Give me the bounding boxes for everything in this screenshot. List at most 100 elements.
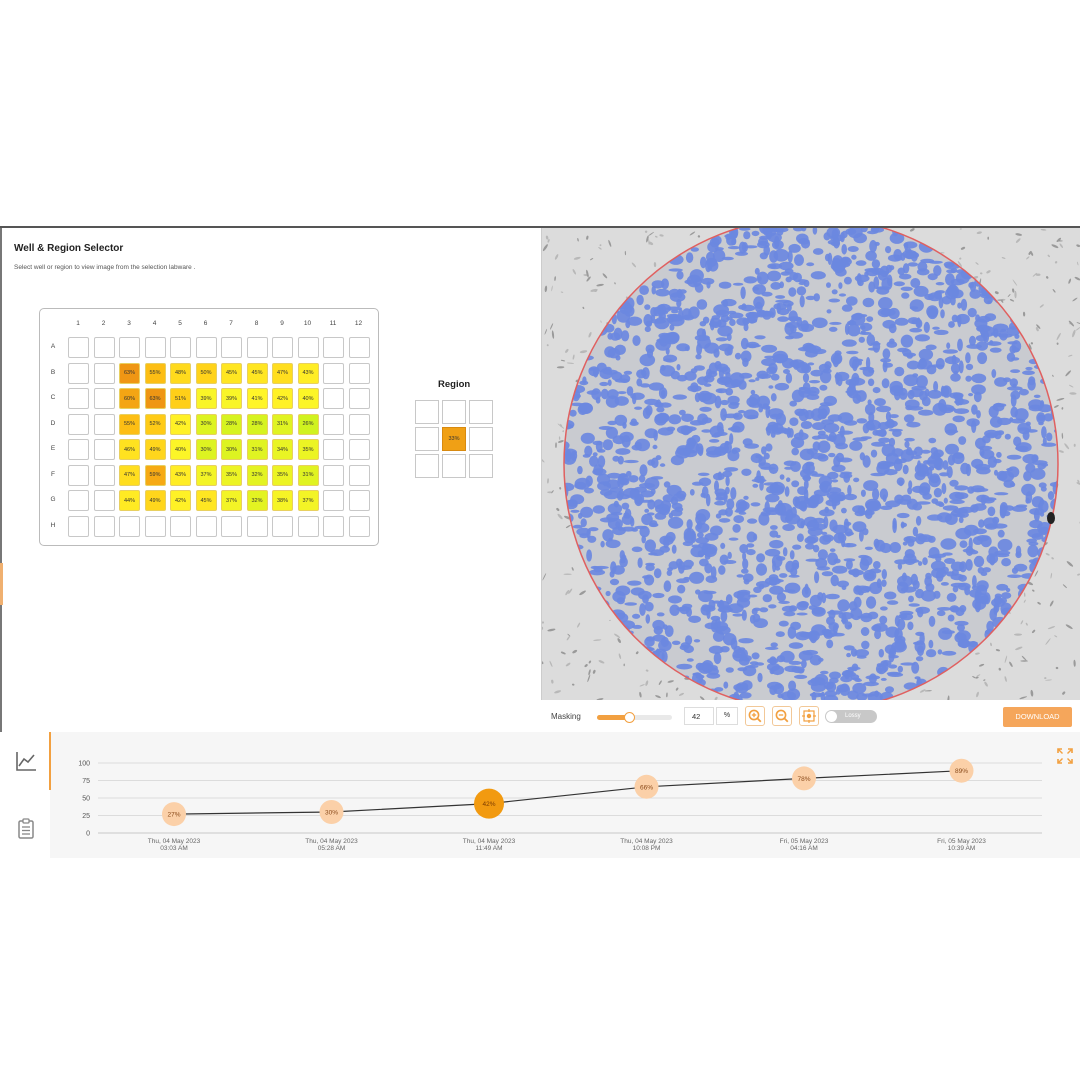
plate-well[interactable] <box>348 337 370 358</box>
plate-well[interactable]: 39% <box>221 388 242 409</box>
plate-well[interactable]: 63% <box>119 362 140 384</box>
plate-well[interactable]: 30% <box>195 413 217 435</box>
plate-well[interactable] <box>323 490 344 511</box>
plate-well[interactable]: 32% <box>246 490 268 511</box>
zoom-out-button[interactable] <box>772 706 792 726</box>
plate-well[interactable]: 31% <box>297 464 319 486</box>
region-cell[interactable] <box>469 400 493 424</box>
plate-well[interactable] <box>93 388 115 409</box>
plate-well[interactable] <box>323 515 344 537</box>
plate-well[interactable] <box>323 388 344 409</box>
plate-well[interactable]: 60% <box>119 388 140 409</box>
plate-well[interactable]: 39% <box>195 388 217 409</box>
plate-well[interactable] <box>323 439 344 460</box>
plate-well[interactable]: 42% <box>272 388 293 409</box>
plate-well[interactable]: 59% <box>144 464 166 486</box>
plate-well[interactable] <box>297 515 319 537</box>
region-cell-selected[interactable]: 33% <box>442 427 466 451</box>
plate-well[interactable] <box>348 515 370 537</box>
plate-well[interactable]: 45% <box>221 362 242 384</box>
left-edge-handle[interactable] <box>0 563 3 605</box>
region-cell[interactable] <box>469 454 493 478</box>
plate-well[interactable]: 28% <box>246 413 268 435</box>
plate-well[interactable] <box>68 515 89 537</box>
plate-well[interactable] <box>246 337 268 358</box>
plate-well[interactable] <box>221 515 242 537</box>
plate-well[interactable]: 38% <box>272 490 293 511</box>
plate-well[interactable] <box>170 515 191 537</box>
plate-well[interactable] <box>297 337 319 358</box>
plate-well[interactable] <box>323 337 344 358</box>
plate-well[interactable] <box>272 337 293 358</box>
plate-well[interactable]: 43% <box>170 464 191 486</box>
plate-well[interactable]: 55% <box>144 362 166 384</box>
region-cell[interactable] <box>415 400 439 424</box>
plate-well[interactable] <box>68 337 89 358</box>
plate-well[interactable]: 30% <box>221 439 242 460</box>
plate-well[interactable]: 51% <box>170 388 191 409</box>
plate-well[interactable] <box>323 464 344 486</box>
region-cell[interactable] <box>442 400 466 424</box>
region-cell[interactable] <box>415 454 439 478</box>
fit-to-screen-button[interactable] <box>799 706 819 726</box>
plate-well[interactable] <box>272 515 293 537</box>
plate-well[interactable]: 31% <box>272 413 293 435</box>
plate-well[interactable] <box>119 515 140 537</box>
plate-well[interactable]: 52% <box>144 413 166 435</box>
plate-well[interactable]: 47% <box>272 362 293 384</box>
plate-well[interactable]: 48% <box>170 362 191 384</box>
masking-value-input[interactable] <box>684 707 714 725</box>
plate-well[interactable] <box>119 337 140 358</box>
plate-well[interactable] <box>348 362 370 384</box>
plate-well[interactable]: 40% <box>297 388 319 409</box>
plate-well[interactable] <box>348 490 370 511</box>
plate-well[interactable]: 47% <box>119 464 140 486</box>
lossy-toggle[interactable]: Lossy <box>825 710 877 723</box>
plate-well[interactable] <box>68 439 89 460</box>
clipboard-icon[interactable] <box>14 816 38 840</box>
plate-well[interactable] <box>323 362 344 384</box>
region-cell[interactable] <box>415 427 439 451</box>
image-viewer[interactable] <box>541 228 1080 700</box>
plate-well[interactable] <box>68 464 89 486</box>
plate-well[interactable] <box>348 388 370 409</box>
plate-well[interactable]: 40% <box>170 439 191 460</box>
plate-well[interactable] <box>93 362 115 384</box>
zoom-in-button[interactable] <box>745 706 765 726</box>
plate-well[interactable] <box>68 490 89 511</box>
line-chart-icon[interactable] <box>14 749 38 773</box>
plate-well[interactable]: 37% <box>221 490 242 511</box>
plate-well[interactable] <box>348 464 370 486</box>
plate-well[interactable] <box>195 515 217 537</box>
plate-well[interactable]: 37% <box>297 490 319 511</box>
masking-slider-handle[interactable] <box>623 712 635 723</box>
plate-well[interactable]: 42% <box>170 490 191 511</box>
plate-well[interactable] <box>68 388 89 409</box>
plate-well[interactable]: 49% <box>144 439 166 460</box>
plate-well[interactable] <box>144 337 166 358</box>
masking-slider[interactable] <box>597 712 672 723</box>
region-cell[interactable] <box>469 427 493 451</box>
plate-well[interactable]: 32% <box>246 464 268 486</box>
plate-well[interactable] <box>348 439 370 460</box>
plate-well[interactable] <box>170 337 191 358</box>
plate-well[interactable] <box>93 464 115 486</box>
plate-well[interactable]: 35% <box>221 464 242 486</box>
plate-well[interactable]: 41% <box>246 388 268 409</box>
plate-well[interactable] <box>246 515 268 537</box>
plate-well[interactable] <box>323 413 344 435</box>
plate-well[interactable] <box>93 337 115 358</box>
plate-well[interactable] <box>93 490 115 511</box>
plate-well[interactable]: 50% <box>195 362 217 384</box>
plate-well[interactable] <box>93 439 115 460</box>
plate-well[interactable] <box>144 515 166 537</box>
plate-well[interactable] <box>68 362 89 384</box>
plate-well[interactable] <box>348 413 370 435</box>
plate-well[interactable]: 43% <box>297 362 319 384</box>
plate-well[interactable]: 35% <box>297 439 319 460</box>
plate-well[interactable]: 55% <box>119 413 140 435</box>
plate-well[interactable]: 49% <box>144 490 166 511</box>
plate-well[interactable] <box>93 413 115 435</box>
plate-well[interactable]: 42% <box>170 413 191 435</box>
expand-icon[interactable] <box>1057 748 1073 764</box>
